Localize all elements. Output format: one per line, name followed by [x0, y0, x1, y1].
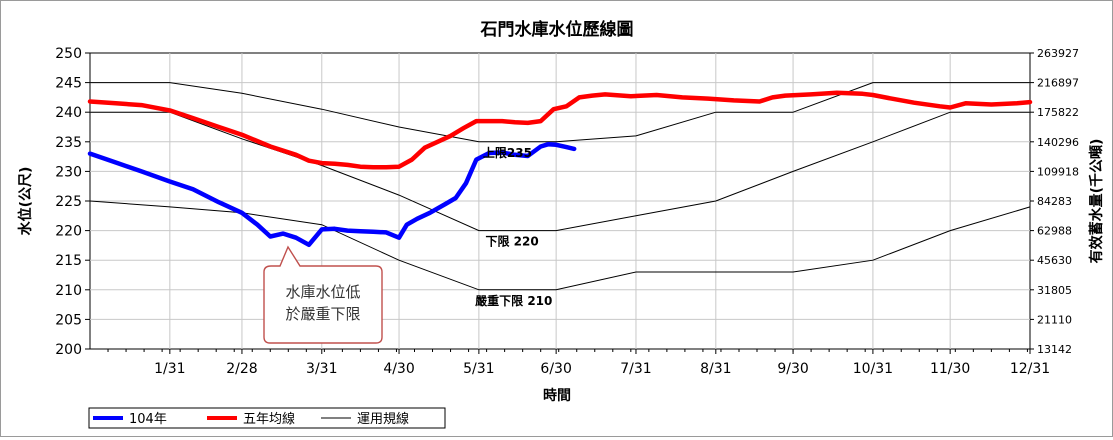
legend-label-5yr: 五年均線 [243, 411, 295, 427]
y-tick-label: 245 [55, 76, 82, 92]
x-axis-ticks: 1/31 2/28 3/31 4/30 5/31 6/30 7/31 8/31 9/30 10/3… [107, 349, 1050, 377]
series-line-2 [89, 82, 1031, 143]
x-tick-label: 12/31 [1010, 361, 1050, 377]
y-tick-label: 215 [55, 253, 82, 269]
x-tick-label: 11/30 [930, 361, 970, 377]
x-tick-label: 10/31 [853, 361, 893, 377]
x-tick-label: 1/31 [154, 361, 185, 377]
y2-tick-label: 45630 [1037, 254, 1072, 267]
y2-tick-label: 31805 [1037, 284, 1072, 297]
x-tick-label: 8/31 [700, 361, 731, 377]
legend-label-104: 104年 [129, 412, 167, 427]
x-tick-label: 3/31 [306, 361, 337, 377]
y2-tick-label: 13142 [1037, 343, 1072, 356]
y2-tick-label: 62988 [1037, 225, 1072, 238]
y2-axis-label: 有效蓄水量(千公噸) [1088, 139, 1105, 264]
y2-axis-ticks: 13142 21110 31805 45630 62988 84283 109918 1402… [1030, 47, 1079, 356]
y-axis-ticks: 200 205 210 215 220 225 230 235 240 245 250 [55, 46, 90, 358]
x-tick-label: 7/31 [620, 361, 651, 377]
curve-labels: 上限235 下限 220 嚴重下限 210 [475, 145, 552, 308]
y-axis-label: 水位(公尺) [17, 167, 34, 236]
chart-title: 石門水庫水位歷線圖 [480, 19, 634, 40]
series-line-1 [87, 90, 1033, 170]
series-lines [87, 82, 1033, 248]
y-tick-label: 230 [55, 164, 82, 180]
y-tick-label: 235 [55, 135, 82, 151]
legend-box [88, 407, 446, 429]
x-axis-label: 時間 [543, 387, 571, 404]
y-tick-label: 250 [55, 46, 82, 62]
y-tick-label: 205 [55, 312, 82, 328]
series-line-0 [87, 141, 577, 248]
y2-tick-label: 216897 [1037, 77, 1079, 90]
y-tick-label: 240 [55, 105, 82, 121]
x-tick-label: 5/31 [463, 361, 494, 377]
y2-tick-label: 140296 [1037, 136, 1079, 149]
y-tick-label: 225 [55, 194, 82, 210]
y-tick-label: 220 [55, 224, 82, 240]
y2-tick-label: 84283 [1037, 195, 1072, 208]
rule-curve-line [90, 111, 1030, 232]
x-tick-label: 4/30 [383, 361, 414, 377]
curve-label: 下限 220 [485, 234, 538, 249]
curve-label: 上限235 [483, 145, 532, 160]
y2-tick-label: 21110 [1037, 313, 1072, 326]
y2-tick-label: 175822 [1037, 106, 1079, 119]
x-tick-label: 9/30 [777, 361, 808, 377]
callout-line-1: 水庫水位低 [285, 283, 360, 301]
x-tick-label: 6/30 [540, 361, 571, 377]
legend: 104年 五年均線 運用規線 [88, 407, 446, 429]
y2-tick-label: 263927 [1037, 47, 1079, 60]
y-tick-label: 200 [55, 342, 82, 358]
callout-box [263, 245, 383, 344]
curve-label: 嚴重下限 210 [475, 293, 552, 308]
legend-label-rule: 運用規線 [357, 411, 409, 427]
y-tick-label: 210 [55, 283, 82, 299]
y2-tick-label: 109918 [1037, 165, 1079, 178]
callout-line-2: 於嚴重下限 [285, 305, 360, 323]
low-level-callout: 水庫水位低 於嚴重下限 [263, 245, 383, 344]
x-tick-label: 2/28 [226, 361, 257, 377]
